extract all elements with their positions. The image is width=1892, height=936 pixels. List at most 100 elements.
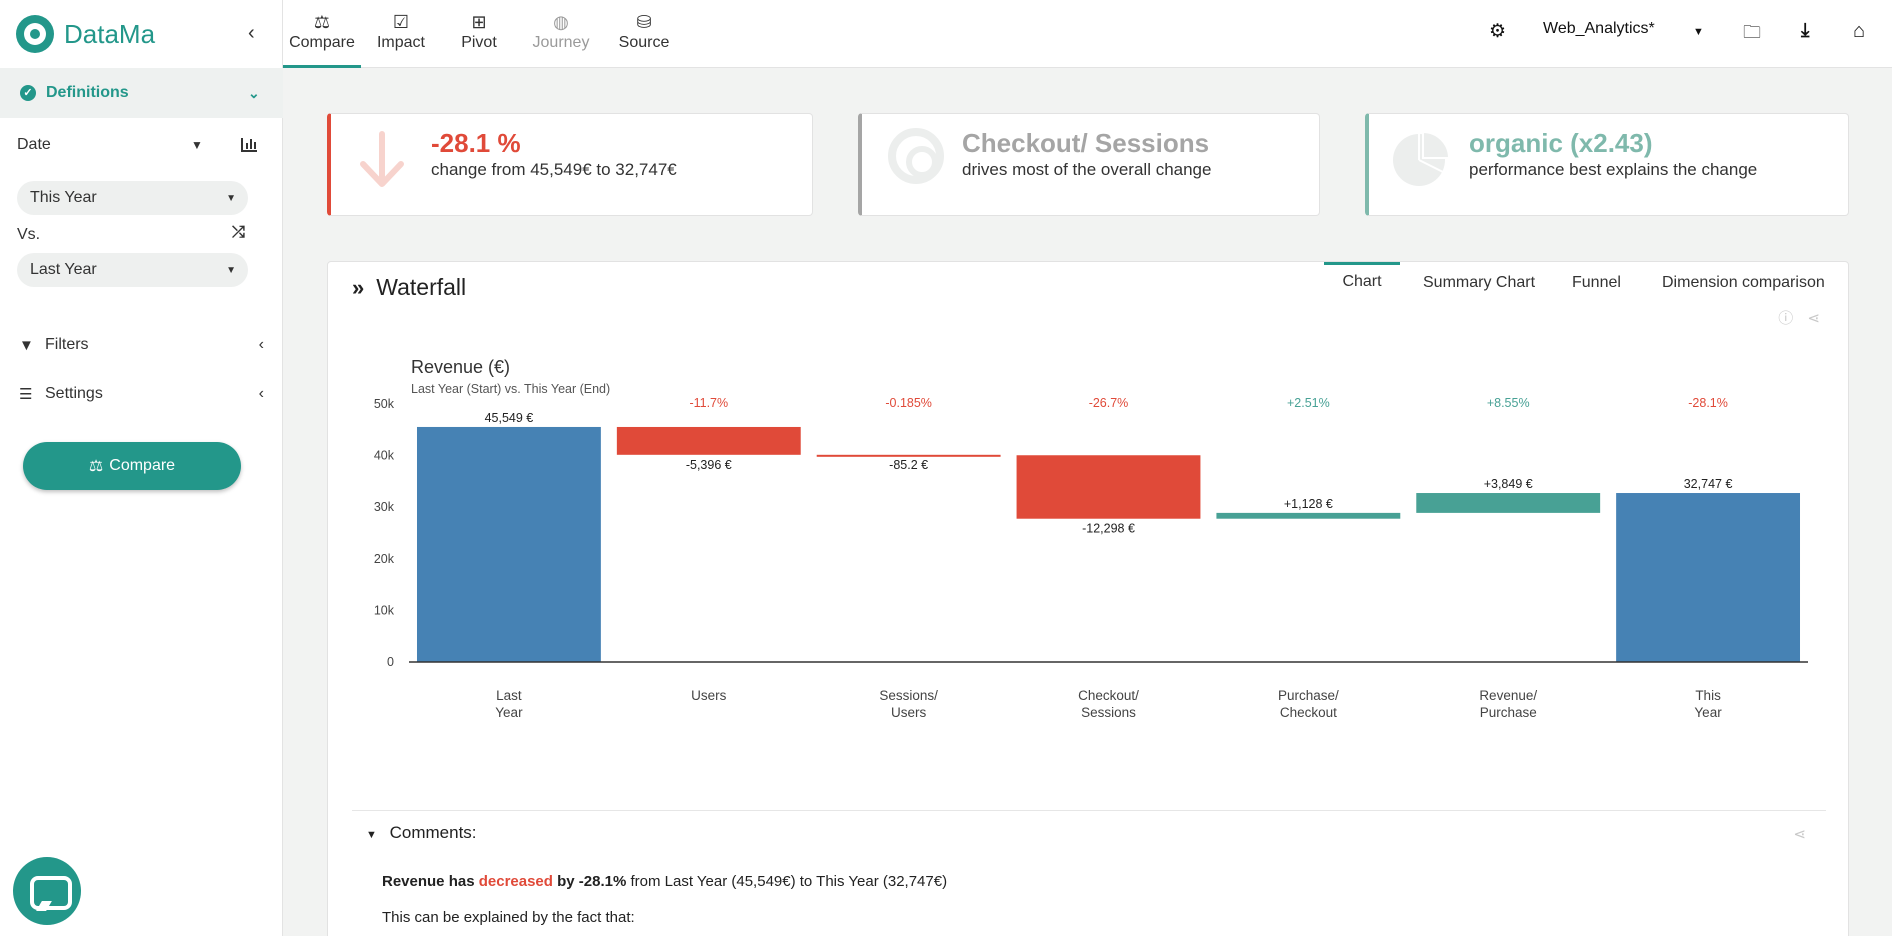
bar-value-label: -85.2 € [889,458,928,472]
tab-label: Dimension comparison [1662,274,1825,291]
bar-value-label: 45,549 € [485,411,534,425]
scale-icon: ⚖ [313,12,331,32]
bar-pct-label: -0.185% [885,396,932,410]
y-tick-label: 0 [387,655,394,669]
caret-down-icon[interactable]: ▼ [1693,26,1704,38]
info-icon[interactable]: ⓘ [1778,310,1794,327]
bar-value-label: +3,849 € [1484,477,1533,491]
vs-label: Vs. [17,226,41,243]
waterfall-bar [1016,455,1201,519]
period-current-select[interactable]: This Year ▼ [17,181,248,215]
comment-text: by -28.1% [557,873,627,890]
folder-plus-icon[interactable]: 🗀 [1743,22,1761,42]
share-icon[interactable]: ⋖ [1793,826,1806,843]
top-navbar: ⚖ Compare ☑ Impact ⊞ Pivot ◍ Journey ⛁ S… [283,0,1892,68]
period-compare-select[interactable]: Last Year ▼ [17,253,248,287]
date-label[interactable]: Date [17,136,51,153]
home-icon[interactable]: ⌂ [1853,20,1866,42]
tab-label: Chart [1342,273,1382,290]
dataset-name: Web_Analytics* [1543,20,1655,37]
comments-section: ▼ Comments: ⋖ Revenue has decreased by -… [352,810,1826,926]
tab-dimension-comparison[interactable]: Dimension comparison [1662,274,1825,308]
share-icon[interactable]: ⋖ [1807,310,1820,327]
caret-down-icon[interactable]: ▼ [191,138,203,152]
checkbox-icon: ☑ [392,12,410,32]
panel-title: » Waterfall [352,274,466,301]
bar-pct-label: +8.55% [1487,396,1530,410]
x-category-label: Users [691,688,727,703]
tab-label: Summary Chart [1423,274,1536,291]
waterfall-bar [1616,493,1801,662]
download-icon[interactable]: ⤓ [1801,20,1810,41]
nav-pivot[interactable]: ⊞ Pivot [445,0,513,68]
x-category-label: Purchase [1480,705,1537,720]
nav-journey[interactable]: ◍ Journey [519,0,603,68]
kpi-driver-text: drives most of the overall change [962,160,1212,179]
comments-heading: Comments: [389,823,477,842]
tab-summary-chart[interactable]: Summary Chart [1423,274,1535,308]
caret-down-icon: ▼ [366,829,377,841]
globe-icon: ◍ [553,12,569,32]
filters-label: Filters [45,336,89,353]
nav-source[interactable]: ⛁ Source [605,0,683,68]
bar-pct-label: -26.7% [1089,396,1129,410]
definitions-section[interactable]: ✓ Definitions ⌄ [0,68,283,118]
comments-toggle[interactable]: ▼ Comments: [366,823,477,843]
bar-pct-label: +2.51% [1287,396,1330,410]
sliders-icon: ☰ [19,386,33,403]
period-current-value: This Year [30,189,97,206]
chat-icon[interactable] [13,857,81,925]
x-category-label: Last [496,688,522,703]
bar-value-label: -5,396 € [686,458,732,472]
nav-compare[interactable]: ⚖ Compare [283,0,361,68]
comment-text: from Last Year (45,549€) to This Year (3… [630,873,948,890]
y-tick-label: 40k [374,449,395,463]
datama-logo-icon [16,15,54,53]
settings-label: Settings [45,385,103,402]
x-category-label: Sessions/ [879,688,938,703]
panel-title-text: Waterfall [376,274,467,300]
definitions-label: Definitions [46,84,129,101]
y-tick-label: 50k [374,397,395,411]
comment-line-2: This can be explained by the fact that: [382,909,635,926]
chart-actions: ⓘ ⋖ [1778,307,1820,328]
kpi-change-text: change from 45,549€ to 32,747€ [431,160,677,179]
x-category-label: Checkout/ [1078,688,1139,703]
sidebar: DataMa ‹ ✓ Definitions ⌄ Date ▼ This Yea… [0,0,283,936]
y-tick-label: 30k [374,500,395,514]
kpi-driver-value: Checkout/ Sessions [962,128,1210,158]
bar-value-label: -12,298 € [1082,522,1135,536]
compare-button[interactable]: ⚖ Compare [23,442,241,490]
nav-label: Source [618,34,670,51]
dataset-select[interactable]: Web_Analytics* [1543,20,1655,38]
filter-icon: ▼ [19,336,34,354]
pie-chart-icon [1393,130,1451,186]
bar-pct-label: -28.1% [1688,396,1728,410]
waterfall-panel: » Waterfall Chart Summary Chart Funnel D… [327,261,1849,936]
tab-chart[interactable]: Chart [1324,262,1400,296]
settings-section[interactable]: ☰ Settings ‹ [19,385,264,403]
collapse-sidebar-icon[interactable]: ‹ [248,22,255,44]
filters-section[interactable]: ▼ Filters ‹ [19,336,264,354]
kpi-driver-card: Checkout/ Sessions drives most of the ov… [858,113,1320,216]
logo[interactable]: DataMa [0,0,282,68]
kpi-dimension-value: organic (x2.43) [1469,128,1653,158]
tab-funnel[interactable]: Funnel [1572,274,1621,308]
tab-label: Funnel [1572,274,1621,291]
chevron-left-icon: ‹ [258,385,264,402]
kpi-change-value: -28.1 % [431,128,521,158]
caret-down-icon: ▼ [226,264,236,276]
swap-periods-icon[interactable]: ⤮ [232,224,245,241]
gear-icon[interactable]: ⚙ [1489,21,1507,42]
nav-impact[interactable]: ☑ Impact [365,0,437,68]
chart-title: Revenue (€) [411,357,510,377]
compare-button-label: Compare [109,457,176,474]
comment-line-1: Revenue has decreased by -28.1% from Las… [382,873,947,890]
bar-value-label: +1,128 € [1284,497,1333,511]
bar-chart-icon[interactable] [241,138,257,152]
target-icon [888,128,944,184]
waterfall-chart: Revenue (€) Last Year (Start) vs. This Y… [374,357,1808,720]
waterfall-bar [416,426,601,662]
arrow-down-icon [360,131,404,187]
check-circle-icon: ✓ [20,85,36,101]
